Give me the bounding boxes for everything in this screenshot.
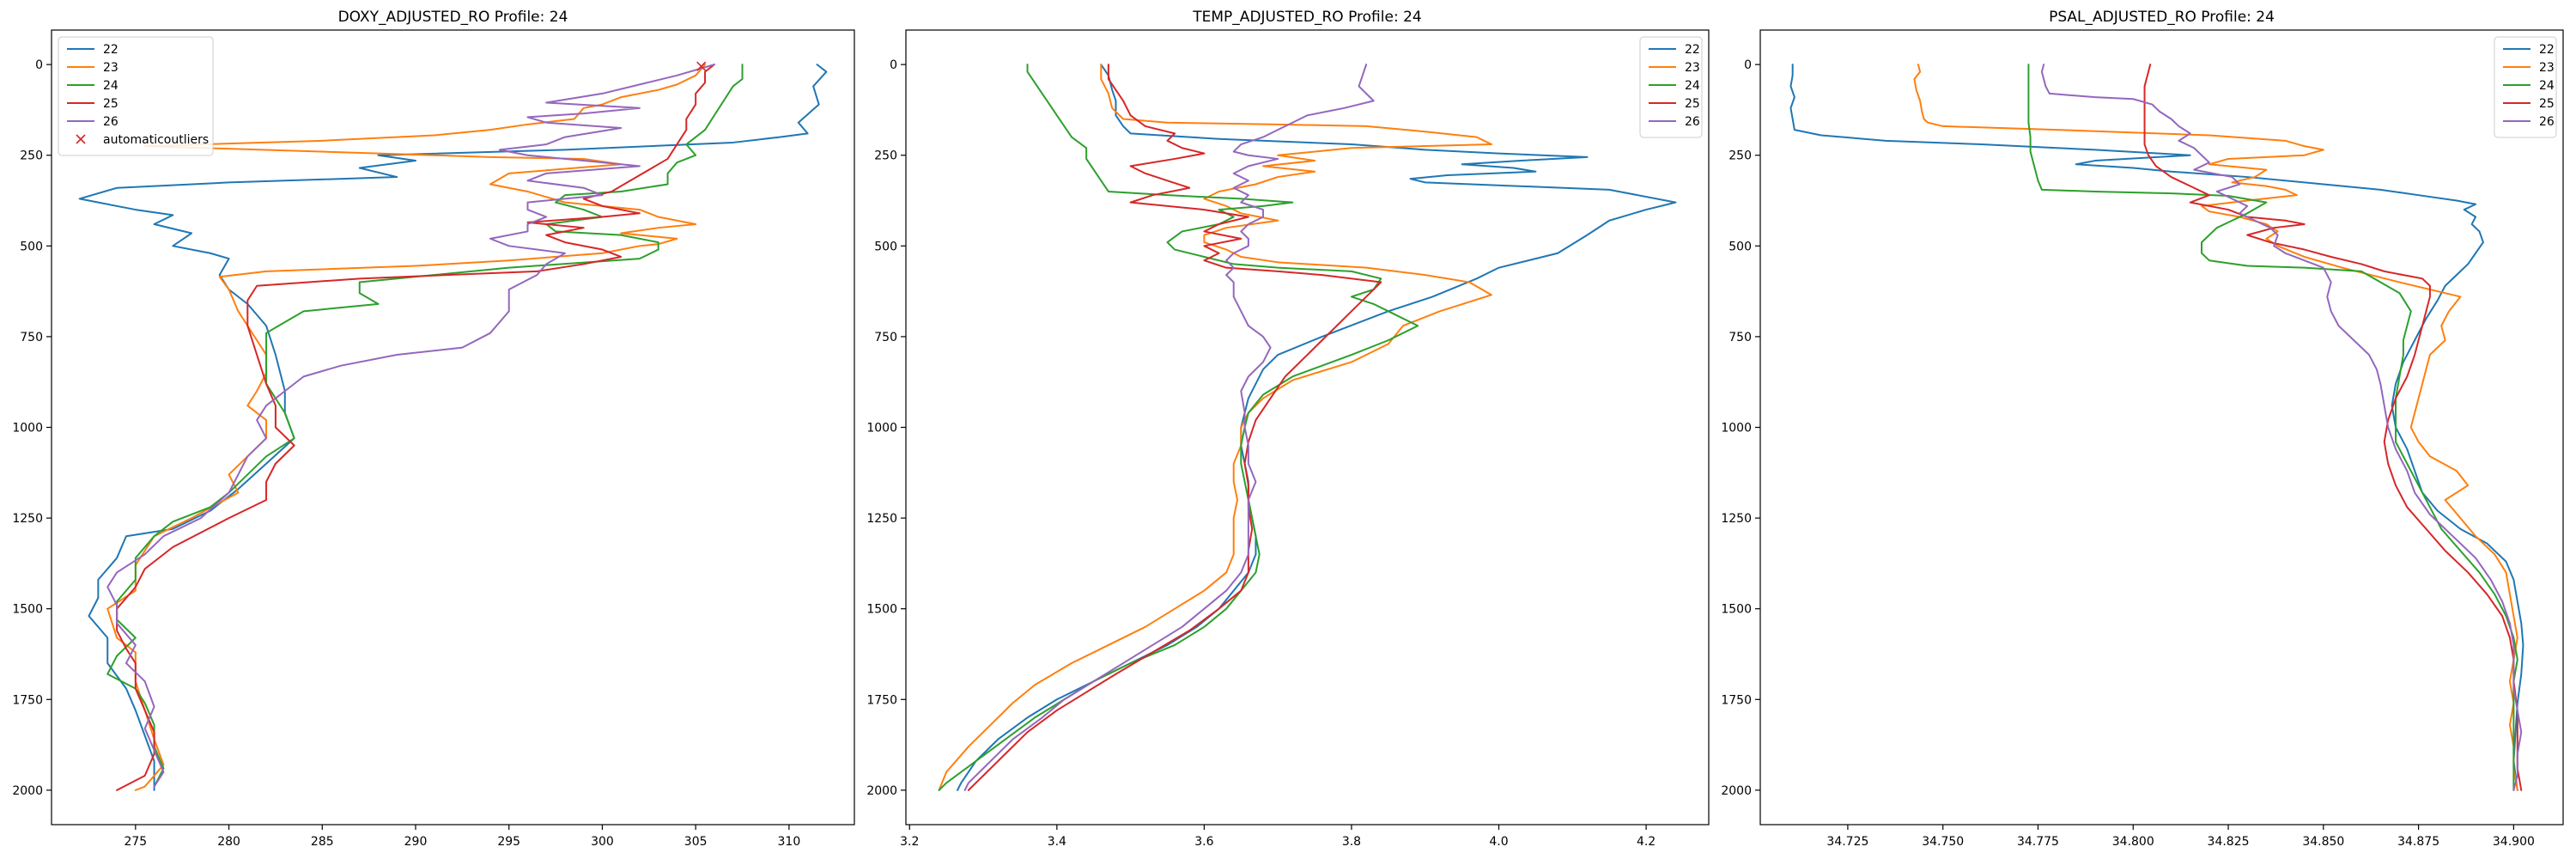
psal-y-tick-label: 1250 xyxy=(1721,512,1752,526)
doxy-x-tick-label: 310 xyxy=(778,835,801,849)
psal-legend-label-22: 22 xyxy=(2539,43,2555,57)
psal-x-tick-label: 34.750 xyxy=(1922,835,1964,849)
temp-x-tick-label: 4.2 xyxy=(1637,835,1656,849)
psal-y-tick-label: 1500 xyxy=(1721,603,1752,617)
doxy-legend-label-22: 22 xyxy=(103,43,118,57)
psal-legend-label-23: 23 xyxy=(2539,61,2555,75)
psal-y-tick-label: 250 xyxy=(1728,149,1752,163)
temp-chart-title: TEMP_ADJUSTED_RO Profile: 24 xyxy=(1192,9,1421,26)
psal-x-tick-label: 34.775 xyxy=(2017,835,2059,849)
doxy-x-tick-label: 305 xyxy=(684,835,708,849)
psal-series-26-line xyxy=(2040,64,2523,791)
doxy-series-24-line xyxy=(106,64,744,788)
temp-y-tick-label: 500 xyxy=(874,240,897,253)
psal-y-tick-label: 2000 xyxy=(1721,784,1752,798)
doxy-y-tick-label: 1500 xyxy=(12,603,43,617)
doxy-axes-frame xyxy=(51,29,855,825)
temp-profile-panel: TEMP_ADJUSTED_RO Profile: 24 3.2 3.4 3.6 3.… xyxy=(866,9,1710,849)
psal-y-tick-label: 0 xyxy=(1744,58,1752,72)
doxy-series-22-line xyxy=(78,64,828,791)
psal-x-tick-label: 34.850 xyxy=(2302,835,2344,849)
doxy-y-tick-label: 0 xyxy=(35,58,43,72)
psal-y-tick-label: 1000 xyxy=(1721,422,1752,436)
doxy-y-tick-label: 1000 xyxy=(12,422,43,436)
psal-y-tick-label: 750 xyxy=(1728,331,1752,344)
doxy-x-tick-label: 275 xyxy=(124,835,147,849)
temp-series-22-line xyxy=(957,64,1677,791)
doxy-y-tick-label: 500 xyxy=(20,240,43,253)
doxy-legend: 22 23 24 25 26 automaticoutliers xyxy=(58,36,214,156)
doxy-y-tick-label: 1750 xyxy=(12,693,43,707)
temp-y-tick-label: 750 xyxy=(874,331,897,344)
psal-x-tick-label: 34.875 xyxy=(2397,835,2439,849)
temp-axes-frame xyxy=(905,29,1710,825)
psal-chart-title: PSAL_ADJUSTED_RO Profile: 24 xyxy=(2049,9,2275,26)
psal-series-24-line xyxy=(2027,64,2518,791)
temp-y-tick-label: 250 xyxy=(874,149,897,163)
doxy-y-tick-label: 1250 xyxy=(12,512,43,526)
temp-series-23-line xyxy=(938,64,1492,791)
psal-legend: 22 23 24 25 26 xyxy=(2494,36,2557,138)
doxy-chart-title: DOXY_ADJUSTED_RO Profile: 24 xyxy=(338,9,568,26)
psal-profile-panel: PSAL_ADJUSTED_RO Profile: 24 34.725 34.75… xyxy=(1721,9,2564,849)
temp-legend-label-25: 25 xyxy=(1685,97,1700,111)
doxy-series-26-line xyxy=(106,64,715,788)
temp-y-tick-label: 0 xyxy=(890,58,897,72)
doxy-x-tick-label: 300 xyxy=(591,835,614,849)
psal-legend-label-25: 25 xyxy=(2539,97,2555,111)
temp-y-tick-label: 1750 xyxy=(866,693,897,707)
psal-y-tick-label: 1750 xyxy=(1721,693,1752,707)
doxy-y-tick-label: 750 xyxy=(20,331,43,344)
temp-legend: 22 23 24 25 26 xyxy=(1639,36,1703,138)
doxy-legend-label-25: 25 xyxy=(103,97,118,111)
temp-x-tick-label: 3.6 xyxy=(1194,835,1213,849)
doxy-legend-label-26: 26 xyxy=(103,115,118,129)
temp-legend-label-26: 26 xyxy=(1685,115,1700,129)
doxy-x-tick-label: 290 xyxy=(404,835,428,849)
doxy-y-tick-label: 250 xyxy=(20,149,43,163)
psal-legend-label-26: 26 xyxy=(2539,115,2555,129)
doxy-legend-label-automaticoutliers: automaticoutliers xyxy=(103,133,209,147)
temp-legend-label-23: 23 xyxy=(1685,61,1700,75)
temp-x-tick-label: 3.2 xyxy=(900,835,919,849)
temp-y-tick-label: 1000 xyxy=(866,422,897,436)
psal-legend-box xyxy=(2494,36,2557,138)
psal-y-tick-label: 500 xyxy=(1728,240,1752,253)
doxy-x-tick-label: 295 xyxy=(497,835,520,849)
doxy-y-tick-label: 2000 xyxy=(12,784,43,798)
doxy-profile-panel: DOXY_ADJUSTED_RO Profile: 24 275 280 285 29… xyxy=(12,9,855,849)
temp-y-tick-label: 2000 xyxy=(866,784,897,798)
psal-series-23-line xyxy=(1913,64,2518,791)
psal-series-22-line xyxy=(1789,64,2524,791)
doxy-legend-label-24: 24 xyxy=(103,79,118,93)
psal-legend-label-24: 24 xyxy=(2539,79,2555,93)
temp-legend-label-24: 24 xyxy=(1685,79,1700,93)
doxy-outlier-marker xyxy=(696,61,707,71)
temp-legend-box xyxy=(1639,36,1703,138)
temp-legend-label-22: 22 xyxy=(1685,43,1700,57)
temp-x-tick-label: 3.8 xyxy=(1342,835,1361,849)
doxy-x-tick-label: 285 xyxy=(311,835,334,849)
psal-x-tick-label: 34.900 xyxy=(2493,835,2535,849)
doxy-legend-outlier-marker xyxy=(76,134,86,144)
temp-series-25-line xyxy=(967,64,1382,791)
temp-y-tick-label: 1250 xyxy=(866,512,897,526)
psal-axes-frame xyxy=(1759,29,2564,825)
psal-series-25-line xyxy=(2143,64,2523,791)
temp-x-tick-label: 4.0 xyxy=(1489,835,1508,849)
temp-y-tick-label: 1500 xyxy=(866,603,897,617)
doxy-legend-label-23: 23 xyxy=(103,61,118,75)
psal-x-tick-label: 34.825 xyxy=(2208,835,2250,849)
psal-x-tick-label: 34.725 xyxy=(1826,835,1868,849)
doxy-legend-box xyxy=(58,36,214,156)
psal-x-tick-label: 34.800 xyxy=(2112,835,2154,849)
temp-series-24-line xyxy=(938,64,1419,791)
temp-x-tick-label: 3.4 xyxy=(1048,835,1066,849)
doxy-x-tick-label: 280 xyxy=(217,835,240,849)
temp-series-26-line xyxy=(963,64,1375,791)
